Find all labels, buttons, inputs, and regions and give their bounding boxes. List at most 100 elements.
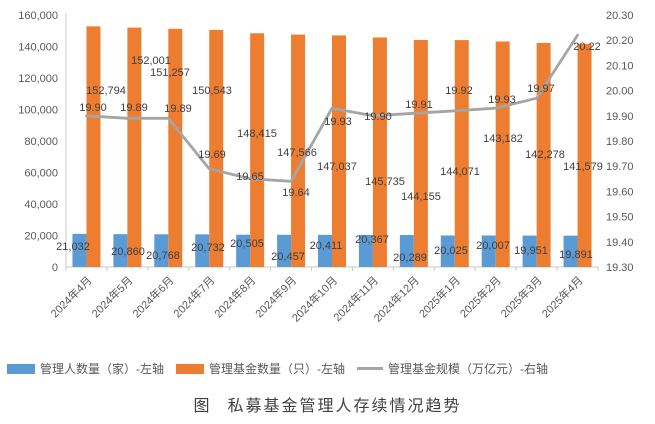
data-label-funds: 145,735 [365,176,405,188]
right-axis-tick-label: 19.40 [606,237,634,249]
data-label-funds: 148,415 [237,128,277,140]
left-axis-tick-label: 140,000 [18,42,58,54]
legend: 管理人数量（家）-左轴 管理基金数量（只）-左轴 管理基金规模（万亿元）-右轴 [7,360,548,377]
data-label-managers: 19,891 [559,249,593,261]
left-axis-tick-label: 40,000 [24,199,58,211]
right-axis-tick-label: 19.60 [606,186,634,198]
x-axis-label: 2024年5月 [88,273,135,320]
x-axis-label: 2025年3月 [498,273,545,320]
bar-funds [209,29,224,267]
right-axis-tick-label: 20.20 [606,35,634,47]
right-axis-tick-label: 20.10 [606,60,634,72]
data-label-managers: 20,025 [434,245,468,257]
right-axis-tick-label: 19.70 [606,161,634,173]
right-axis-tick-label: 20.30 [606,10,634,22]
bar-managers [154,234,169,267]
data-label-funds: 143,182 [483,133,523,145]
bar-funds [372,37,387,267]
bar-managers [522,235,537,267]
data-label-funds: 141,579 [563,161,603,173]
left-axis-tick-label: 60,000 [24,168,58,180]
bar-managers [277,234,292,267]
bar-funds [250,33,265,268]
trend-line [85,33,579,183]
data-label-managers: 20,457 [271,251,305,263]
x-axis-label: 2024年7月 [170,273,217,320]
bar-funds [577,44,592,267]
caption-title: 私募基金管理人存续情况趋势 [227,398,462,415]
x-axis-label: 2024年8月 [211,273,258,320]
data-label-managers: 20,732 [191,242,225,254]
right-axis-tick-label: 20.00 [606,86,634,98]
data-label-managers: 19,951 [514,245,548,257]
data-label-managers: 20,768 [146,250,180,262]
data-label-managers: 20,860 [111,246,145,258]
data-label-managers: 20,289 [393,252,427,264]
left-axis-tick-label: 100,000 [18,105,58,117]
x-axis-label: 2025年2月 [457,273,504,320]
data-label-scale: 19.64 [282,187,310,199]
legend-item-funds: 管理基金数量（只）-左轴 [176,360,345,377]
left-axis-tick-label: 0 [52,262,58,274]
left-axis-tick-label: 120,000 [18,73,58,85]
legend-item-managers: 管理人数量（家）-左轴 [7,360,164,377]
data-label-scale: 19.90 [79,102,107,114]
legend-label-scale: 管理基金规模（万亿元）-右轴 [388,362,548,376]
legend-item-scale: 管理基金规模（万亿元）-右轴 [357,360,548,377]
right-axis-tick-label: 19.80 [606,136,634,148]
legend-line-marker [357,367,383,370]
bar-funds [332,35,346,268]
bar-funds [127,27,142,268]
bar-funds [168,28,183,267]
data-label-scale: 19.92 [445,85,473,97]
figure-caption: 图私募基金管理人存续情况趋势 [0,392,655,416]
x-axis-label: 2025年4月 [539,273,586,320]
bar-managers [563,235,578,267]
data-label-scale: 19.93 [324,116,352,128]
data-label-funds: 152,794 [86,85,126,97]
right-axis-tick-label: 19.90 [606,111,634,123]
data-label-scale: 19.90 [364,111,392,123]
bar-funds [86,26,101,267]
data-label-funds: 151,257 [150,67,190,79]
left-axis-tick-label: 20,000 [24,231,58,243]
bar-funds [495,41,510,268]
data-label-managers: 21,032 [56,241,90,253]
bar-managers [195,234,210,267]
data-label-managers: 20,411 [310,240,343,252]
bar-funds [454,40,469,267]
data-label-funds: 147,037 [317,161,357,173]
caption-prefix: 图 [193,398,212,415]
data-label-funds: 144,155 [401,191,441,203]
data-label-funds: 150,543 [192,85,232,97]
bar-managers [399,235,414,267]
data-label-funds: 147,566 [277,147,317,159]
x-axis-label: 2024年6月 [129,273,176,320]
data-label-scale: 20.22 [573,41,601,53]
legend-label-funds: 管理基金数量（只）-左轴 [209,362,345,376]
data-label-scale: 19.69 [198,149,226,161]
legend-swatch-managers [7,363,35,374]
data-label-funds: 152,001 [131,55,171,67]
data-label-scale: 19.91 [405,99,433,111]
bar-managers [318,234,332,267]
legend-label-managers: 管理人数量（家）-左轴 [40,362,164,376]
data-label-scale: 19.93 [488,94,516,106]
data-label-managers: 20,505 [230,238,264,250]
bar-managers [481,235,496,267]
data-label-scale: 19.89 [164,103,192,115]
right-axis-tick-label: 19.50 [606,212,634,224]
bar-managers [72,233,87,267]
data-label-scale: 19.65 [236,171,264,183]
data-label-funds: 142,278 [525,149,565,161]
bar-funds [413,39,428,268]
bar-funds [291,34,306,267]
bar-managers [113,234,128,267]
x-axis-label: 2024年4月 [47,273,94,320]
data-label-funds: 144,071 [440,166,480,178]
right-axis-tick-label: 19.30 [606,262,634,274]
bar-managers [440,235,455,267]
data-label-scale: 19.97 [527,83,555,95]
bar-managers [236,234,251,267]
